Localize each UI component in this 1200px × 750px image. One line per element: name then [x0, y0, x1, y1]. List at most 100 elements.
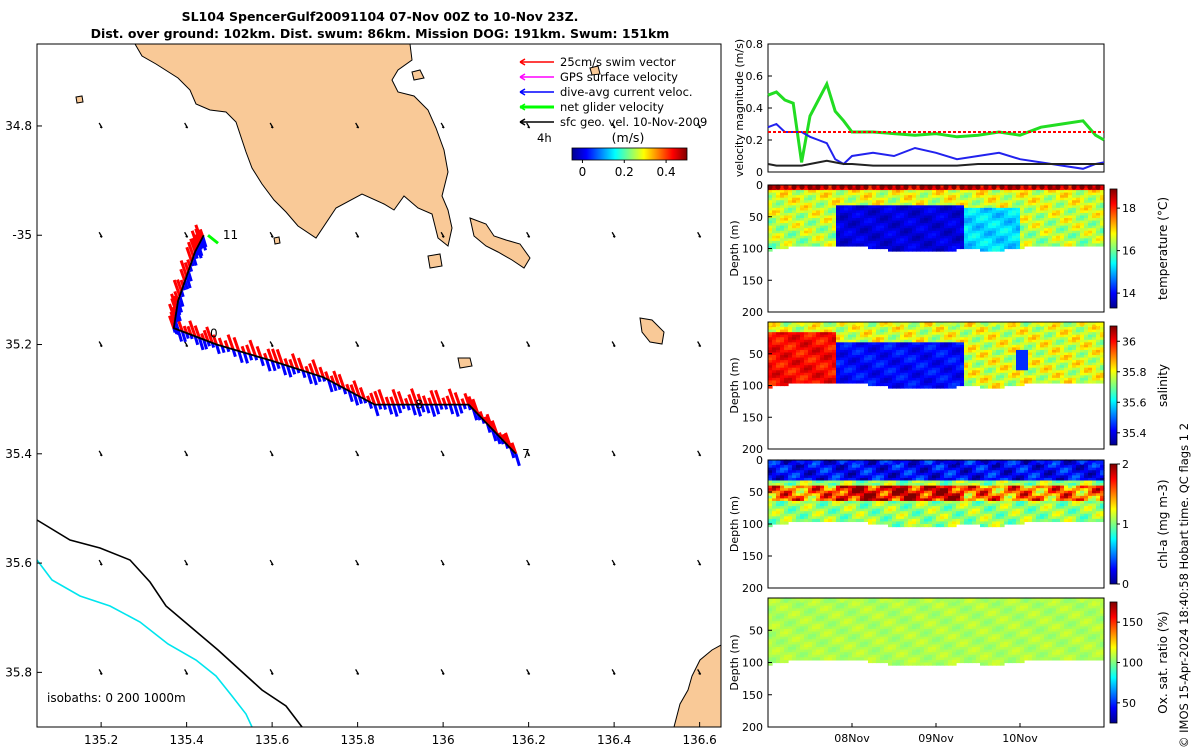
- salinity-cell: [1008, 375, 1013, 379]
- chla-cell: [776, 498, 781, 502]
- salinity-cell: [1076, 324, 1081, 328]
- temperature-cell: [924, 225, 929, 229]
- chla-cell: [852, 508, 857, 512]
- salinity-cell: [896, 339, 901, 343]
- temperature-cell: [1008, 243, 1013, 247]
- temperature-cell: [796, 212, 801, 217]
- salinity-cell: [916, 327, 921, 331]
- temperature-cell: [904, 248, 909, 252]
- temperature-cell: [892, 223, 897, 227]
- temperature-cell: [768, 238, 773, 242]
- salinity-cell: [980, 324, 985, 328]
- salinity-cell: [804, 380, 809, 384]
- salinity-cell: [832, 337, 837, 341]
- temperature-cell: [908, 190, 913, 194]
- temperature-cell: [1088, 218, 1093, 222]
- temperature-cell: [848, 233, 853, 237]
- temperature-cell: [820, 230, 825, 234]
- velocity-arrow: [184, 669, 189, 675]
- salinity-cell: [860, 370, 865, 374]
- temperature-cell: [1052, 223, 1057, 227]
- salinity-cell: [968, 367, 973, 371]
- salinity-cell: [824, 327, 829, 331]
- temperature-cell: [816, 207, 821, 211]
- salinity-cell: [928, 382, 933, 387]
- salinity-cell: [1092, 339, 1097, 343]
- track-label: 11: [223, 228, 238, 242]
- salinity-cell: [996, 337, 1001, 341]
- salinity-cell: [856, 344, 861, 348]
- temperature-cell: [848, 230, 853, 234]
- salinity-cell: [904, 334, 909, 338]
- salinity-cell: [960, 357, 965, 361]
- salinity-cell: [776, 347, 781, 351]
- temperature-cell: [808, 195, 813, 199]
- temperature-cell: [768, 205, 773, 209]
- temperature-cell: [1084, 220, 1089, 224]
- temperature-cell: [996, 240, 1001, 245]
- chla-cell: [820, 472, 825, 476]
- salinity-cell: [992, 334, 997, 338]
- temperature-cell: [1060, 200, 1065, 204]
- salinity-cell: [1000, 342, 1005, 346]
- temperature-cell: [1068, 207, 1073, 211]
- temperature-cell: [912, 220, 917, 224]
- temperature-cell: [824, 218, 829, 222]
- chla-cell: [772, 521, 777, 525]
- salinity-cell: [1036, 349, 1041, 354]
- temperature-cell: [1008, 207, 1013, 211]
- salinity-cell: [912, 382, 917, 387]
- temperature-cell: [912, 202, 917, 206]
- chla-cell: [836, 485, 841, 489]
- salinity-cell: [872, 370, 877, 374]
- velocity-arrow: [98, 669, 103, 675]
- temperature-cell: [960, 200, 965, 204]
- temperature-cell: [896, 243, 901, 247]
- temperature-cell: [840, 200, 845, 204]
- temperature-cell: [1036, 197, 1041, 201]
- chla-cell: [820, 513, 825, 517]
- salinity-cell: [1064, 344, 1069, 348]
- salinity-cell: [844, 362, 849, 366]
- salinity-cell: [1028, 380, 1033, 384]
- temperature-cell: [776, 235, 781, 239]
- salinity-cell: [948, 377, 953, 382]
- temperature-cell: [788, 225, 793, 229]
- temperature-cell: [936, 200, 941, 204]
- temperature-cell: [1044, 207, 1049, 211]
- chla-cell: [780, 511, 785, 515]
- chla-cell: [828, 498, 833, 502]
- temperature-cell: [856, 233, 861, 237]
- salinity-cell: [960, 355, 965, 359]
- temperature-cell: [908, 238, 913, 242]
- velocity-arrow: [355, 669, 360, 675]
- salinity-cell: [768, 355, 773, 359]
- salinity-cell: [964, 380, 969, 384]
- temperature-cell: [800, 205, 805, 209]
- salinity-cell: [1084, 360, 1089, 364]
- chla-cell: [776, 480, 781, 484]
- salinity-cell: [948, 370, 953, 374]
- salinity-cell: [1080, 347, 1085, 351]
- salinity-cell: [860, 377, 865, 382]
- salinity-cell: [884, 352, 889, 356]
- temperature-cell: [816, 212, 821, 217]
- salinity-cell: [776, 362, 781, 366]
- chla-cell: [780, 503, 785, 507]
- salinity-cell: [876, 322, 881, 326]
- temperature-cell: [792, 202, 797, 206]
- salinity-cell: [972, 357, 977, 361]
- temperature-cell: [928, 245, 933, 250]
- temperature-cell: [1016, 215, 1021, 219]
- salinity-cell: [852, 360, 857, 364]
- temperature-cell: [776, 233, 781, 237]
- chla-cell: [836, 483, 841, 487]
- temperature-cell: [804, 200, 809, 204]
- salinity-cell: [792, 355, 797, 359]
- temperature-cell: [972, 243, 977, 247]
- salinity-cell: [956, 349, 961, 354]
- salinity-cell: [1064, 349, 1069, 354]
- temperature-cell: [800, 243, 805, 247]
- salinity-cell: [1032, 344, 1037, 348]
- salinity-cell: [1100, 370, 1105, 374]
